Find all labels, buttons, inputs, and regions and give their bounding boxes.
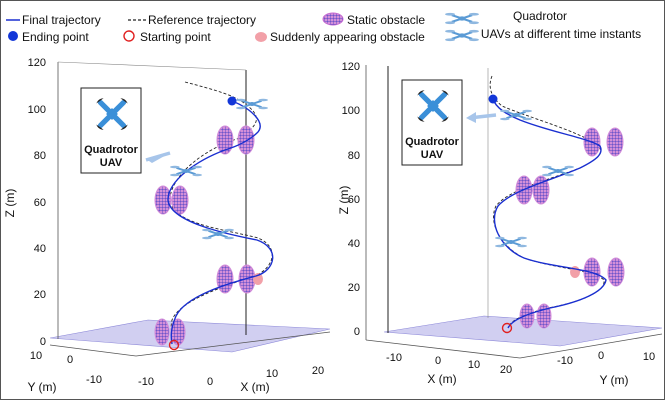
legend-quadrotor-line2: UAVs at different time instants [481, 27, 641, 41]
left-inset-label-line2: UAV [100, 157, 123, 169]
right-static-obstacle [606, 127, 624, 157]
left-y-tick-label: -10 [86, 374, 102, 386]
left-final-trajectory [167, 100, 274, 345]
left-uav-snapshot [170, 164, 202, 178]
right-inset-box [401, 79, 463, 166]
right-inset-pointer-arrow [466, 112, 476, 123]
right-x-axis-label: X (m) [427, 372, 456, 386]
left-z-tick-label: 100 [28, 104, 46, 116]
left-static-obstacle [216, 125, 234, 155]
right-z-axis-label: Z (m) [337, 186, 351, 215]
legend-ending-point-label: Ending point [22, 30, 89, 44]
left-x-tick-label: 0 [207, 376, 213, 388]
legend-quadrotor-line1: Quadrotor [513, 9, 567, 23]
left-y-axis-label: Y (m) [27, 380, 56, 394]
legend: Final trajectory Reference trajectory En… [6, 9, 641, 44]
right-z-tick-label: 120 [342, 61, 360, 73]
left-inset-box [80, 87, 142, 174]
left-ending-point [227, 96, 237, 106]
left-y-axis-line [49, 344, 137, 357]
legend-final-trajectory-label: Final trajectory [22, 13, 101, 27]
right-x-axis-line [365, 339, 521, 359]
left-static-obstacle [237, 125, 255, 155]
left-z-tick-label: 120 [28, 57, 46, 69]
legend-sudden-obstacle-label: Suddenly appearing obstacle [270, 30, 425, 44]
right-plot: 120 100 80 60 40 20 0 Z (m) -10 0 10 20 … [337, 61, 663, 387]
left-y-tick-label: 0 [67, 354, 73, 366]
left-z-axis-label: Z (m) [3, 189, 17, 218]
right-x-tick-label: 0 [435, 355, 441, 367]
left-static-obstacle [154, 318, 170, 346]
right-ground-plane [383, 315, 663, 347]
legend-reference-trajectory-label: Reference trajectory [148, 13, 256, 27]
legend-ending-point-marker [8, 31, 18, 41]
left-uav-snapshot [236, 97, 268, 111]
right-z-tick-label: 40 [348, 238, 360, 250]
right-inset-label-line2: UAV [421, 149, 444, 161]
right-inset-label-line1: Quadrotor [405, 136, 459, 148]
left-inset-label-line1: Quadrotor [84, 144, 138, 156]
left-static-obstacle [216, 264, 234, 294]
left-reference-trajectory [169, 81, 273, 343]
right-starting-point [501, 322, 513, 334]
left-z-tick-label: 0 [40, 336, 46, 348]
left-x-axis-label: X (m) [240, 380, 269, 394]
left-static-obstacle [154, 185, 172, 215]
left-inset-pointer-line [145, 151, 171, 162]
legend-sudden-obstacle-marker [255, 32, 267, 42]
left-starting-point [168, 339, 180, 351]
right-z-tick-label: 100 [342, 105, 360, 117]
left-back-top-edge [57, 61, 247, 71]
right-x-tick-label: 20 [500, 364, 512, 376]
legend-static-obstacle-label: Static obstacle [347, 13, 425, 27]
left-z-tick-label: 80 [34, 150, 46, 162]
right-uav-snapshot [495, 235, 527, 249]
left-static-obstacle [171, 185, 189, 215]
right-z-tick-label: 60 [348, 194, 360, 206]
right-y-tick-label: -10 [557, 355, 573, 367]
right-z-tick-label: 0 [354, 326, 360, 338]
left-z-ticks: 120 100 80 60 40 20 0 [28, 57, 46, 348]
right-z-tick-label: 20 [348, 282, 360, 294]
legend-uav-icon-2 [445, 28, 479, 43]
left-y-tick-label: 10 [30, 350, 42, 362]
left-z-tick-label: 40 [34, 243, 46, 255]
left-x-tick-label: 10 [266, 368, 278, 380]
left-x-axis-line [135, 331, 331, 357]
left-z-tick-label: 20 [34, 289, 46, 301]
right-z-tick-label: 80 [348, 150, 360, 162]
right-static-obstacle [519, 303, 535, 329]
right-x-tick-label: -10 [386, 352, 402, 364]
right-final-trajectory [492, 98, 607, 329]
right-uav-snapshot [542, 164, 574, 178]
right-y-axis-line [519, 333, 663, 359]
legend-uav-icon [445, 11, 479, 26]
left-x-tick-label: -10 [138, 376, 154, 388]
right-y-tick-label: 10 [643, 351, 655, 363]
right-x-tick-label: 10 [468, 359, 480, 371]
left-z-tick-label: 60 [34, 197, 46, 209]
left-plot: 120 100 80 60 40 20 0 Z (m) 10 0 -10 Y (… [3, 57, 331, 394]
legend-static-obstacle-marker [322, 12, 344, 26]
right-y-tick-label: 0 [598, 350, 604, 362]
legend-starting-point-marker [123, 30, 135, 42]
right-y-axis-label: Y (m) [599, 373, 628, 387]
right-static-obstacle [532, 175, 550, 205]
legend-starting-point-label: Starting point [140, 30, 211, 44]
right-static-obstacle [607, 257, 625, 287]
right-ending-point [488, 94, 498, 104]
left-ground-plane [49, 319, 331, 353]
right-z-ticks: 120 100 80 60 40 20 0 [342, 61, 360, 338]
left-x-tick-label: 20 [312, 365, 324, 377]
